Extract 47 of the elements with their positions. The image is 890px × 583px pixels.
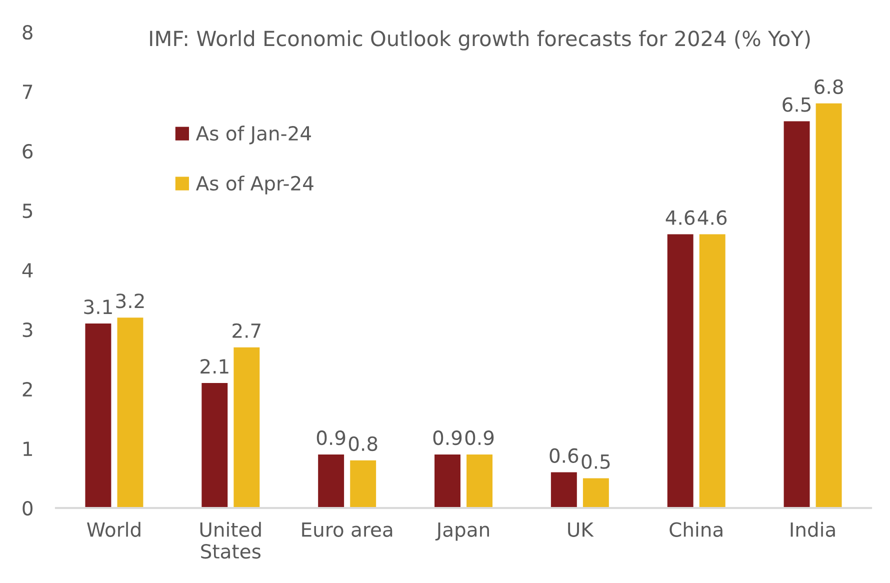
data-label: 4.6 (698, 210, 727, 225)
bar (816, 103, 842, 508)
data-label: 4.6 (666, 210, 695, 225)
y-tick-label: 0 (22, 500, 32, 516)
data-label: 6.8 (814, 79, 843, 94)
bar (784, 121, 810, 508)
x-tick-label: Euro area (302, 522, 392, 537)
bar (434, 454, 460, 508)
y-tick-label: 8 (22, 24, 32, 40)
y-tick-label: 5 (22, 204, 32, 218)
data-label: 3.2 (116, 294, 144, 308)
x-tick-label: World (87, 522, 140, 537)
bar (667, 234, 694, 508)
bar (85, 324, 112, 508)
y-tick-label: 6 (22, 144, 33, 159)
legend-label: As of Jan-24 (196, 126, 311, 144)
data-label: 0.9 (433, 430, 462, 446)
bar (234, 347, 260, 508)
data-label: 2.7 (232, 323, 260, 338)
x-tick-label: Japan (435, 522, 489, 541)
data-label: 0.6 (550, 448, 578, 463)
y-tick-label: 4 (22, 263, 33, 278)
bar (350, 460, 376, 508)
data-label: 0.9 (465, 430, 494, 446)
bar (699, 234, 726, 508)
bar (550, 472, 577, 508)
data-label: 3.1 (84, 300, 112, 314)
data-label: 6.5 (782, 97, 811, 112)
bar (582, 478, 609, 508)
x-tick-label: UK (568, 522, 594, 537)
data-label: 0.9 (316, 430, 346, 446)
bar (117, 318, 144, 508)
data-label: 2.1 (200, 359, 228, 374)
y-tick-label: 2 (22, 382, 32, 396)
x-tick-label: China (670, 522, 722, 537)
legend-label: As of Apr-24 (196, 176, 314, 194)
bar (202, 383, 228, 508)
y-tick-label: 7 (23, 84, 32, 99)
data-label: 0.5 (582, 454, 610, 469)
bar (318, 454, 344, 508)
x-tick-label: United States (200, 522, 261, 559)
chart-title: IMF: World Economic Outlook growth forecasts for 2024 (% YoY) (150, 30, 810, 50)
bar (466, 454, 492, 508)
x-tick-label: India (790, 522, 835, 537)
data-label: 0.8 (348, 436, 378, 452)
y-tick-label: 3 (22, 322, 32, 338)
y-tick-label: 1 (24, 442, 32, 456)
